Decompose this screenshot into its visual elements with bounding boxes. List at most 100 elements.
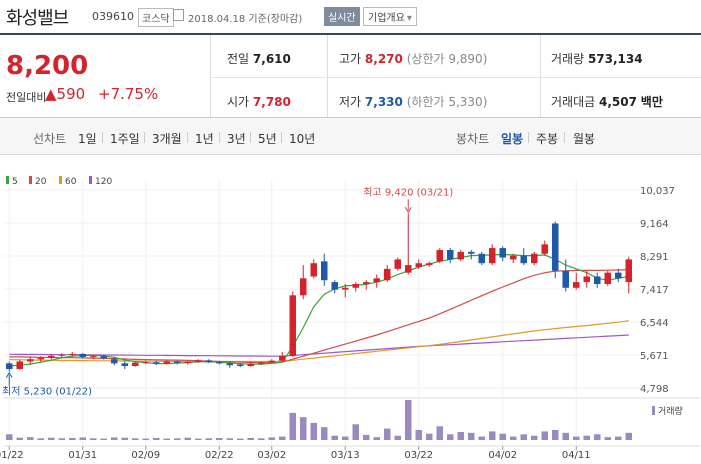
- volume-bar: [436, 426, 444, 440]
- low: 저가 7,330 (하한가 5,330): [339, 93, 487, 110]
- candle-body: [499, 248, 507, 258]
- tab-weekly[interactable]: 주봉: [536, 132, 559, 146]
- tab-period-1d[interactable]: 1일: [78, 132, 97, 146]
- candle-body: [541, 244, 549, 254]
- candle-body: [604, 272, 612, 284]
- tab-period-1w[interactable]: 1주일: [110, 132, 140, 146]
- candle-body: [89, 356, 97, 358]
- volume-bar: [194, 438, 202, 440]
- volume-bar: [341, 436, 349, 440]
- tab-period-3m[interactable]: 3개월: [152, 132, 182, 146]
- volume-bar: [5, 434, 13, 440]
- volume-bar: [488, 431, 496, 440]
- volume-bar: [551, 430, 559, 440]
- legend-swatch: [29, 176, 32, 184]
- candle-body: [446, 249, 454, 260]
- candle-body: [215, 362, 223, 364]
- tab-period-1y[interactable]: 1년: [195, 132, 214, 146]
- volume-bar: [163, 438, 171, 440]
- candle-body: [341, 287, 349, 290]
- min-annotation: 최저 5,230 (01/22): [2, 386, 92, 398]
- volume-bar: [289, 412, 297, 440]
- candle-body: [226, 363, 234, 366]
- price-change-pct: +7.75%: [98, 85, 159, 103]
- stock-name: 화성밸브: [6, 8, 69, 29]
- volume-bar: [26, 437, 34, 440]
- volume-bar: [131, 438, 139, 440]
- y-tick-label: 5,671: [640, 351, 669, 362]
- x-tick-label: 03/02: [257, 450, 286, 461]
- candle-body: [152, 362, 160, 364]
- ma5-line: [9, 253, 629, 367]
- candle-body: [562, 270, 570, 288]
- prev-close-label: 전일: [227, 52, 250, 66]
- company-info-dropdown[interactable]: 기업개요 ▾: [363, 7, 417, 26]
- x-tick-label: 03/22: [404, 450, 433, 461]
- volume-bar: [530, 435, 538, 440]
- tab-period-5y[interactable]: 5년: [258, 132, 277, 146]
- tab-divider: [281, 132, 282, 143]
- candle-body: [467, 251, 475, 254]
- volume-bar: [320, 427, 328, 440]
- volume-bar: [583, 435, 591, 440]
- tab-line-chart[interactable]: 선차트: [33, 132, 67, 146]
- legend-swatch: [6, 176, 9, 184]
- x-tick-label: 04/02: [488, 450, 517, 461]
- volume-bar: [572, 436, 580, 440]
- candle-body: [299, 278, 307, 296]
- volume-bar: [226, 438, 234, 440]
- volume-bar: [37, 438, 45, 440]
- tab-monthly[interactable]: 월봉: [573, 132, 596, 146]
- tab-candle-chart[interactable]: 봉차트: [456, 132, 490, 146]
- volume-bar: [509, 436, 517, 440]
- volume-bar: [467, 432, 475, 440]
- tab-divider: [187, 132, 188, 143]
- volume-bar: [625, 432, 633, 440]
- candle-body: [278, 355, 286, 361]
- candle-body: [131, 362, 139, 367]
- y-tick-label: 10,037: [640, 186, 675, 197]
- price-change-value: 590: [56, 85, 86, 103]
- y-tick-label: 6,544: [640, 318, 669, 329]
- volume-bar: [110, 437, 118, 440]
- quote-divider: [327, 35, 328, 117]
- ma120-line: [9, 334, 629, 357]
- header: 화성밸브 039610 코스닥 2018.04.18 기준(장마감) 실시간 기…: [0, 0, 701, 32]
- candle-body: [184, 361, 192, 363]
- volume-bar: [58, 438, 66, 440]
- max-arrowhead: [404, 207, 412, 214]
- volume: 거래량 573,134: [551, 50, 643, 67]
- volume-bar: [415, 430, 423, 440]
- candle-body: [625, 259, 633, 283]
- candle-body: [593, 276, 601, 284]
- x-tick-label: 02/09: [131, 450, 160, 461]
- volume-bar: [142, 438, 150, 440]
- legend-label: 60: [65, 177, 77, 187]
- candle-body: [373, 278, 381, 283]
- tab-divider: [250, 132, 251, 143]
- volume-bar: [68, 438, 76, 440]
- ma20-line: [9, 269, 629, 364]
- candle-body: [205, 360, 213, 363]
- volume-bar: [236, 438, 244, 440]
- volume-bar: [184, 437, 192, 440]
- tab-period-3y[interactable]: 3년: [227, 132, 246, 146]
- tab-divider: [219, 132, 220, 143]
- candle-body: [37, 357, 45, 360]
- realtime-button[interactable]: 실시간: [324, 7, 360, 26]
- chart-area: [0, 160, 701, 464]
- candle-body: [404, 265, 412, 273]
- chevron-down-icon: ▾: [406, 13, 412, 24]
- y-tick-label: 4,798: [640, 384, 669, 395]
- legend-label: 5: [12, 177, 18, 187]
- candle-body: [310, 263, 318, 277]
- candle-body: [268, 360, 276, 363]
- header-divider: [0, 33, 701, 35]
- candle-body: [173, 361, 181, 363]
- volume-bar: [247, 438, 255, 440]
- tab-period-10y[interactable]: 10년: [289, 132, 316, 146]
- volume-bar: [394, 435, 402, 440]
- volume-bar: [362, 434, 370, 440]
- tab-daily[interactable]: 일봉: [501, 132, 524, 146]
- tab-divider: [102, 132, 103, 143]
